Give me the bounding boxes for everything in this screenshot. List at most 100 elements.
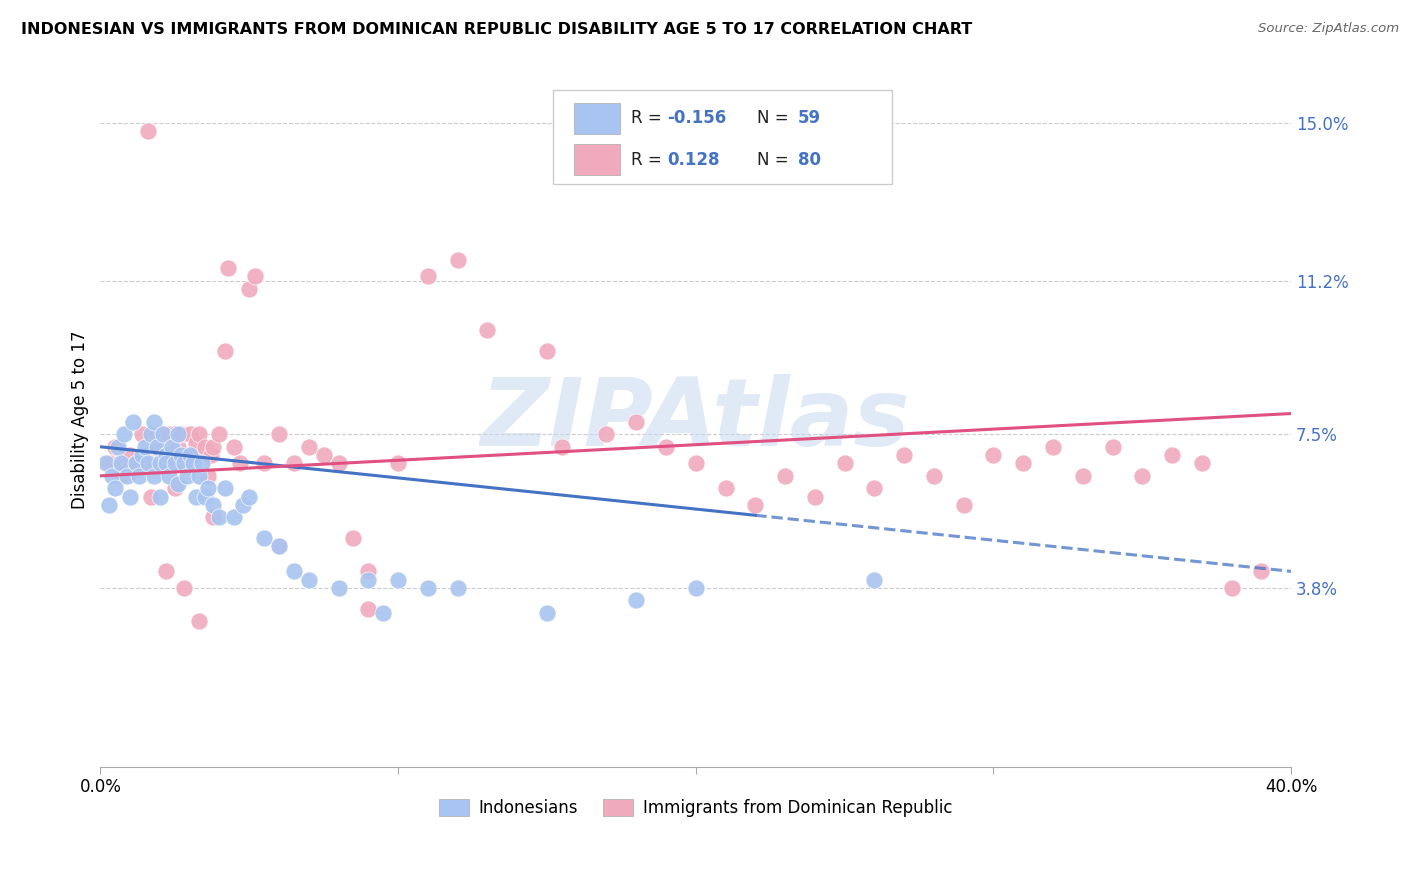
Point bbox=[208, 510, 231, 524]
Text: 80: 80 bbox=[799, 151, 821, 169]
Point bbox=[155, 448, 177, 462]
Point bbox=[179, 448, 201, 462]
Point bbox=[170, 448, 193, 462]
Point bbox=[134, 440, 156, 454]
Point bbox=[163, 481, 186, 495]
Point bbox=[328, 581, 350, 595]
Bar bbox=[574, 103, 620, 134]
Point bbox=[163, 427, 186, 442]
Point bbox=[184, 490, 207, 504]
Point bbox=[595, 427, 617, 442]
Point bbox=[173, 581, 195, 595]
Point bbox=[184, 435, 207, 450]
Point bbox=[149, 490, 172, 504]
Point bbox=[96, 456, 118, 470]
Point bbox=[1220, 581, 1243, 595]
Point bbox=[122, 415, 145, 429]
Point bbox=[685, 456, 707, 470]
Point bbox=[187, 614, 209, 628]
Point bbox=[1161, 448, 1184, 462]
Point bbox=[1071, 468, 1094, 483]
Point bbox=[312, 448, 335, 462]
Point bbox=[238, 490, 260, 504]
Point bbox=[136, 456, 159, 470]
Point bbox=[1101, 440, 1123, 454]
Point bbox=[283, 565, 305, 579]
Point bbox=[157, 427, 180, 442]
Point bbox=[536, 606, 558, 620]
Point bbox=[170, 427, 193, 442]
Point bbox=[1130, 468, 1153, 483]
Point bbox=[149, 456, 172, 470]
Point bbox=[120, 448, 142, 462]
Point bbox=[181, 456, 204, 470]
Legend: Indonesians, Immigrants from Dominican Republic: Indonesians, Immigrants from Dominican R… bbox=[432, 793, 959, 824]
Point bbox=[773, 468, 796, 483]
Point bbox=[243, 269, 266, 284]
Point bbox=[155, 565, 177, 579]
Point bbox=[142, 415, 165, 429]
Point bbox=[446, 252, 468, 267]
Point bbox=[1191, 456, 1213, 470]
Point bbox=[139, 490, 162, 504]
Point bbox=[626, 415, 648, 429]
Point bbox=[224, 510, 246, 524]
Point bbox=[863, 573, 886, 587]
Point bbox=[298, 573, 321, 587]
Point bbox=[160, 440, 183, 454]
Point bbox=[101, 468, 124, 483]
Point bbox=[283, 456, 305, 470]
Point bbox=[136, 124, 159, 138]
Point bbox=[134, 456, 156, 470]
Point bbox=[208, 427, 231, 442]
Point bbox=[142, 468, 165, 483]
Point bbox=[181, 448, 204, 462]
Point bbox=[173, 456, 195, 470]
Point bbox=[163, 456, 186, 470]
Point bbox=[115, 468, 138, 483]
Point bbox=[146, 427, 169, 442]
Point bbox=[200, 448, 222, 462]
Text: R =: R = bbox=[631, 110, 668, 128]
Point bbox=[1250, 565, 1272, 579]
Point bbox=[110, 468, 132, 483]
Point bbox=[110, 456, 132, 470]
Point bbox=[190, 456, 212, 470]
Point bbox=[131, 427, 153, 442]
Point bbox=[922, 468, 945, 483]
Text: 0.128: 0.128 bbox=[668, 151, 720, 169]
Point bbox=[714, 481, 737, 495]
Point bbox=[834, 456, 856, 470]
Point bbox=[202, 510, 225, 524]
Point bbox=[1042, 440, 1064, 454]
Point bbox=[142, 440, 165, 454]
Point bbox=[267, 540, 290, 554]
Point bbox=[131, 448, 153, 462]
Point bbox=[298, 440, 321, 454]
Point bbox=[125, 456, 148, 470]
Point bbox=[952, 498, 974, 512]
Text: Source: ZipAtlas.com: Source: ZipAtlas.com bbox=[1258, 22, 1399, 36]
Point bbox=[187, 427, 209, 442]
FancyBboxPatch shape bbox=[553, 90, 893, 184]
Point bbox=[120, 490, 142, 504]
Point bbox=[197, 481, 219, 495]
Point bbox=[193, 440, 215, 454]
Point bbox=[744, 498, 766, 512]
Point bbox=[112, 427, 135, 442]
Text: 59: 59 bbox=[799, 110, 821, 128]
Point bbox=[98, 498, 121, 512]
Point bbox=[626, 593, 648, 607]
Point bbox=[155, 448, 177, 462]
Point bbox=[685, 581, 707, 595]
Point bbox=[342, 531, 364, 545]
Text: INDONESIAN VS IMMIGRANTS FROM DOMINICAN REPUBLIC DISABILITY AGE 5 TO 17 CORRELAT: INDONESIAN VS IMMIGRANTS FROM DOMINICAN … bbox=[21, 22, 973, 37]
Point bbox=[217, 261, 239, 276]
Point bbox=[238, 282, 260, 296]
Point bbox=[104, 440, 127, 454]
Point bbox=[387, 456, 409, 470]
Point bbox=[160, 456, 183, 470]
Text: R =: R = bbox=[631, 151, 668, 169]
Point bbox=[551, 440, 574, 454]
Point bbox=[387, 573, 409, 587]
